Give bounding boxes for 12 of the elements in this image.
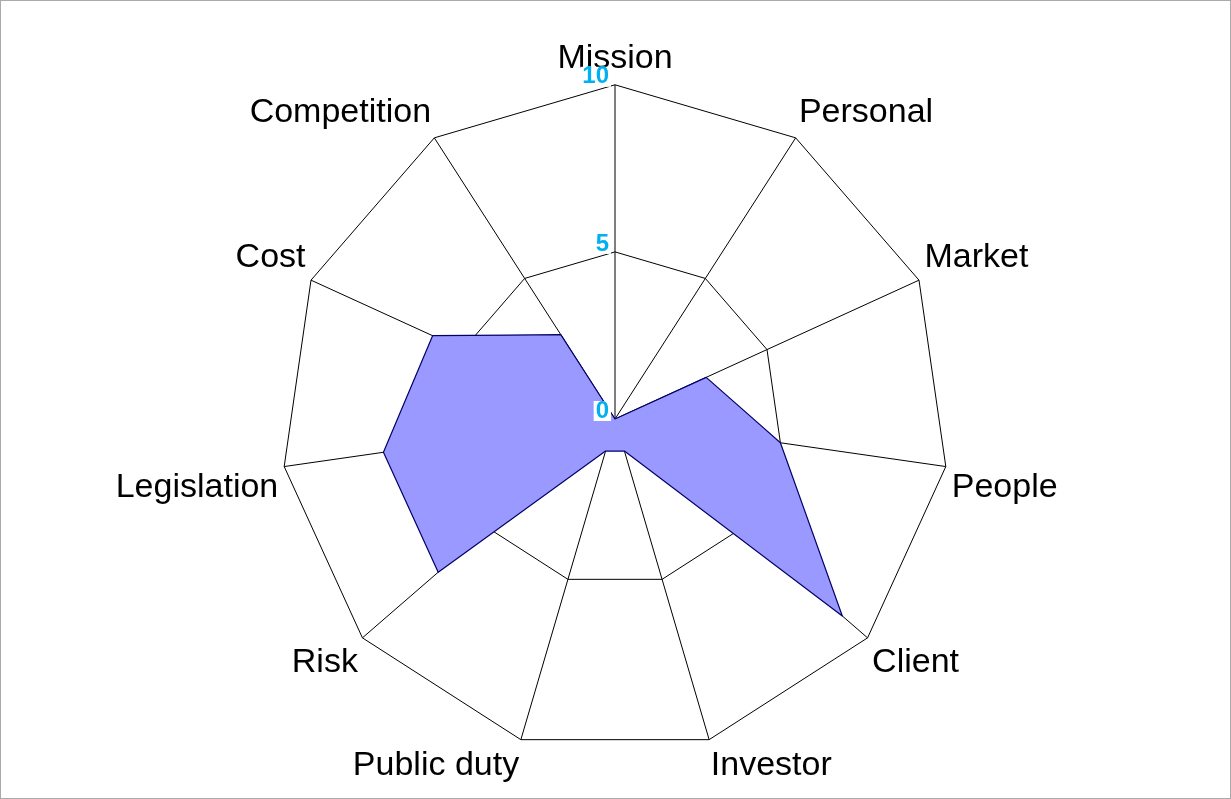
spoke-label: Risk [291,640,359,679]
spoke-label: Client [872,640,960,679]
spoke-label: Investor [710,744,832,783]
y-tick-label: 0 [595,395,609,423]
spoke-label: Legislation [115,466,279,505]
spoke-label: People [951,466,1058,505]
spoke-label: Cost [235,235,307,274]
spoke-label: Competition [249,90,432,129]
spoke-label: Market [924,235,1029,274]
y-tick-label: 5 [595,228,609,256]
spoke-label: Public duty [352,744,520,783]
spoke-label: Personal [798,90,934,129]
